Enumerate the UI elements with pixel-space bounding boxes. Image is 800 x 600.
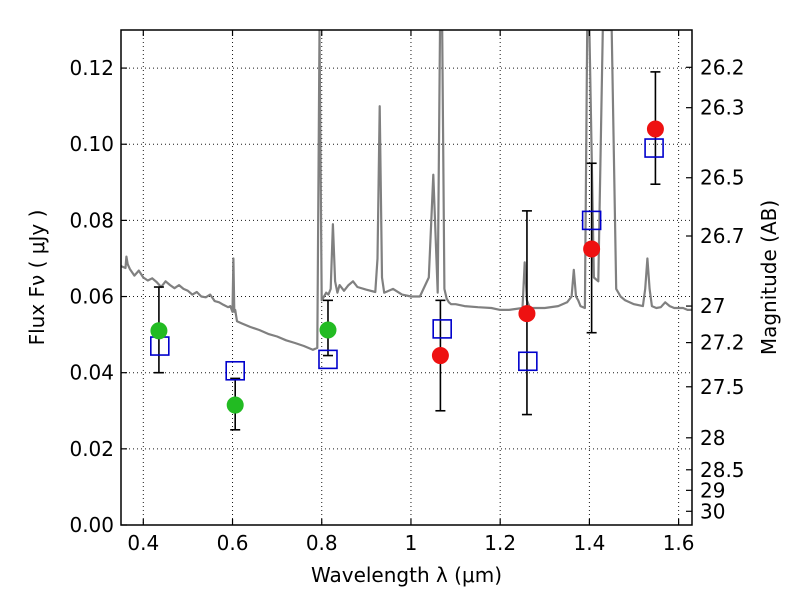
- circle-marker: [319, 321, 337, 339]
- y-tick-label: 0.04: [69, 361, 114, 385]
- magnitude-tick-label: 28.5: [700, 458, 745, 482]
- x-tick-label: 0.4: [127, 531, 159, 555]
- x-tick-labels: 0.4 0.6 0.8 1 1.2 1.4 1.6: [127, 531, 694, 555]
- y-tick-label: 0.10: [69, 132, 114, 156]
- circle-marker: [518, 305, 536, 323]
- magnitude-tick-label: 26.2: [700, 55, 745, 79]
- x-tick-label: 1.6: [663, 531, 695, 555]
- magnitude-tick-label: 30: [700, 499, 725, 523]
- square-marker: [581, 210, 602, 231]
- circle-marker: [150, 322, 168, 340]
- square-marker: [318, 349, 338, 370]
- x-tick-label: 1.4: [573, 531, 605, 555]
- data-markers-layer: [150, 120, 664, 414]
- y-axis-title: Flux Fν ( μJy ): [25, 210, 49, 346]
- magnitude-tick-label: 29: [700, 478, 725, 502]
- circle-marker: [226, 396, 244, 414]
- square-marker: [518, 351, 538, 372]
- magnitude-tick-label: 27.5: [700, 375, 745, 399]
- magnitude-tick-label: 26.5: [700, 166, 745, 190]
- y-tick-label: 0.00: [69, 513, 114, 537]
- x-tick-label: 1.2: [484, 531, 516, 555]
- magnitude-tick-label: 26.7: [700, 224, 745, 248]
- y-tick-label: 0.06: [69, 285, 114, 309]
- square-marker: [150, 336, 170, 356]
- grid-lines: [121, 30, 692, 526]
- circle-marker: [583, 240, 601, 258]
- x-tick-label: 0.6: [217, 531, 249, 555]
- y-tick-labels: 0.00 0.02 0.04 0.06 0.08 0.10 0.12: [69, 56, 114, 537]
- tick-marks: [121, 30, 692, 526]
- plot-frame: [120, 29, 693, 526]
- square-marker: [644, 138, 664, 158]
- circle-marker: [431, 347, 449, 365]
- y-tick-label: 0.02: [69, 437, 114, 461]
- x-axis-title: Wavelength λ (μm): [311, 563, 502, 587]
- magnitude-tick-label: 26.3: [700, 96, 745, 120]
- magnitude-tick-label: 27: [700, 294, 725, 318]
- model-spectrum-line: [121, 30, 692, 351]
- magnitude-tick-label: 28: [700, 426, 725, 450]
- x-tick-label: 0.8: [306, 531, 338, 555]
- square-marker: [432, 319, 452, 339]
- model-spectrum-layer: [121, 30, 692, 351]
- x-tick-label: 1: [405, 531, 418, 555]
- y2-axis-title: Magnitude (AB): [757, 200, 781, 355]
- magnitude-tick-label: 27.2: [700, 331, 745, 355]
- y-tick-label: 0.08: [69, 208, 114, 232]
- circle-marker: [646, 120, 664, 138]
- y-tick-label: 0.12: [69, 56, 114, 80]
- square-marker: [225, 360, 245, 381]
